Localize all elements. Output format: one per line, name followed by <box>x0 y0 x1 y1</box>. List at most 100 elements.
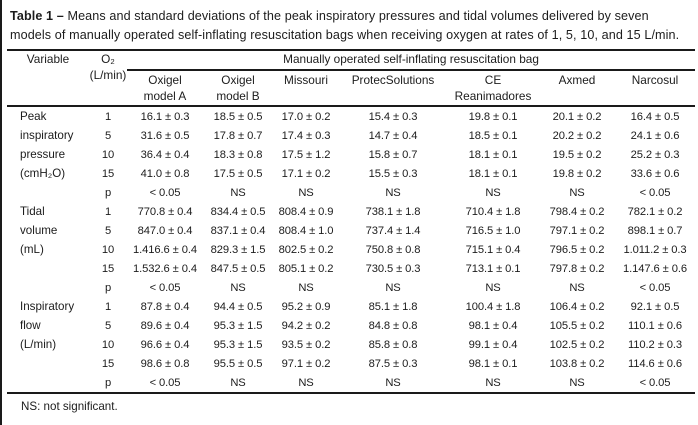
o2-unit: (L/min) <box>89 68 127 82</box>
column-header-oxigel-b: Oxigel model B <box>216 73 260 103</box>
variable-label-peak-pressure: Peak inspiratory pressure (cmH₂O) <box>20 110 74 180</box>
value-cell: 95.3 ± 1.5 <box>213 319 263 332</box>
value-cell: 110.1 ± 0.6 <box>628 319 682 332</box>
value-cell: 92.1 ± 0.5 <box>630 300 680 313</box>
value-cell: 1.011.2 ± 0.3 <box>623 243 687 256</box>
column-group-header-bags: Manually operated self-inflating resusci… <box>127 50 696 71</box>
table-row: 15 98.6 ± 0.8 95.5 ± 0.5 97.1 ± 0.2 87.5… <box>7 354 695 373</box>
value-cell: 87.8 ± 0.4 <box>140 300 190 313</box>
column-header-missouri: Missouri <box>284 73 328 87</box>
table-row: 10 36.4 ± 0.4 18.3 ± 0.8 17.5 ± 1.2 15.8… <box>7 145 695 164</box>
value-cell: 829.3 ± 1.5 <box>210 243 266 256</box>
variable-label-inspiratory-flow: Inspiratory flow (L/min) <box>20 300 75 351</box>
table-row: 5 89.6 ± 0.4 95.3 ± 1.5 94.2 ± 0.2 84.8 … <box>7 316 695 335</box>
column-header-narcosul: Narcosul <box>631 73 679 87</box>
p-value-cell: NS <box>298 281 314 294</box>
o2-rate-cell: 10 <box>101 338 115 351</box>
value-cell: 99.1 ± 0.4 <box>468 338 518 351</box>
value-cell: 96.6 ± 0.4 <box>140 338 190 351</box>
value-cell: 17.8 ± 0.7 <box>213 129 263 142</box>
p-value-cell: < 0.05 <box>149 186 181 199</box>
o2-rate-cell: 5 <box>104 224 112 237</box>
p-value-cell: < 0.05 <box>639 376 671 389</box>
table-row: 10 1.416.6 ± 0.4 829.3 ± 1.5 802.5 ± 0.2… <box>7 240 695 259</box>
p-value-cell: < 0.05 <box>639 281 671 294</box>
data-table: Variable O₂ (L/min) Manually operated se… <box>7 49 696 394</box>
table-row: 5 31.6 ± 0.5 17.8 ± 0.7 17.4 ± 0.3 14.7 … <box>7 126 695 145</box>
value-cell: 18.1 ± 0.1 <box>468 167 518 180</box>
p-value-cell: NS <box>230 186 246 199</box>
table-caption: Table 1 – Means and standard deviations … <box>7 7 694 45</box>
table-body: Peak inspiratory pressure (cmH₂O) 1 16.1… <box>7 106 695 393</box>
p-value-cell: NS <box>385 186 401 199</box>
value-cell: 738.1 ± 1.8 <box>365 205 421 218</box>
value-cell: 808.4 ± 1.0 <box>278 224 334 237</box>
value-cell: 94.2 ± 0.2 <box>281 319 331 332</box>
value-cell: 18.5 ± 0.1 <box>468 129 518 142</box>
value-cell: 41.0 ± 0.8 <box>140 167 190 180</box>
table-caption-text: Means and standard deviations of the pea… <box>10 9 680 42</box>
column-header-axmed: Axmed <box>558 73 596 87</box>
o2-rate-cell: 1 <box>104 110 112 123</box>
table-header: Variable O₂ (L/min) Manually operated se… <box>7 50 696 106</box>
value-cell: 24.1 ± 0.6 <box>630 129 680 142</box>
p-value-row: p < 0.05 NS NS NS NS NS < 0.05 <box>7 278 695 297</box>
value-cell: 84.8 ± 0.8 <box>368 319 418 332</box>
o2-rate-cell: 10 <box>101 243 115 256</box>
value-cell: 85.1 ± 1.8 <box>368 300 418 313</box>
value-cell: 837.1 ± 0.4 <box>210 224 266 237</box>
value-cell: 15.4 ± 0.3 <box>368 110 418 123</box>
value-cell: 114.6 ± 0.6 <box>628 357 682 370</box>
o2-rate-cell: 15 <box>101 167 115 180</box>
p-value-cell: NS <box>569 281 585 294</box>
value-cell: 106.4 ± 0.2 <box>549 300 605 313</box>
value-cell: 805.1 ± 0.2 <box>278 262 334 275</box>
value-cell: 110.2 ± 0.3 <box>628 338 682 351</box>
value-cell: 103.8 ± 0.2 <box>549 357 605 370</box>
p-label-cell: p <box>104 281 112 294</box>
table-row: Peak inspiratory pressure (cmH₂O) 1 16.1… <box>7 106 695 180</box>
p-value-cell: < 0.05 <box>149 281 181 294</box>
column-header-protecsolutions: ProtecSolutions <box>351 73 435 87</box>
value-cell: 100.4 ± 1.8 <box>465 300 521 313</box>
value-cell: 1.416.6 ± 0.4 <box>133 243 197 256</box>
value-cell: 847.0 ± 0.4 <box>137 224 193 237</box>
value-cell: 20.2 ± 0.2 <box>552 129 602 142</box>
value-cell: 31.6 ± 0.5 <box>140 129 190 142</box>
value-cell: 770.8 ± 0.4 <box>137 205 193 218</box>
value-cell: 1.147.6 ± 0.6 <box>623 262 687 275</box>
value-cell: 98.1 ± 0.4 <box>468 319 518 332</box>
table-row: 15 1.532.6 ± 0.4 847.5 ± 0.5 805.1 ± 0.2… <box>7 259 695 278</box>
value-cell: 750.8 ± 0.8 <box>365 243 421 256</box>
table-row: 15 41.0 ± 0.8 17.5 ± 0.5 17.1 ± 0.2 15.5… <box>7 164 695 183</box>
value-cell: 20.1 ± 0.2 <box>552 110 602 123</box>
value-cell: 18.3 ± 0.8 <box>213 148 263 161</box>
value-cell: 16.4 ± 0.5 <box>630 110 680 123</box>
value-cell: 797.8 ± 0.2 <box>549 262 605 275</box>
table-row: 10 96.6 ± 0.4 95.3 ± 1.5 93.5 ± 0.2 85.8… <box>7 335 695 354</box>
column-header-oxigel-a: Oxigel model A <box>143 73 187 103</box>
variable-label-tidal-volume: Tidal volume (mL) <box>20 205 58 256</box>
value-cell: 89.6 ± 0.4 <box>140 319 190 332</box>
value-cell: 782.1 ± 0.2 <box>627 205 683 218</box>
value-cell: 17.5 ± 0.5 <box>213 167 263 180</box>
table-footnote: NS: not significant. <box>21 400 118 413</box>
value-cell: 36.4 ± 0.4 <box>140 148 190 161</box>
p-value-cell: NS <box>485 186 501 199</box>
value-cell: 33.6 ± 0.6 <box>630 167 680 180</box>
value-cell: 715.1 ± 0.4 <box>465 243 521 256</box>
table-row: Inspiratory flow (L/min) 1 87.8 ± 0.4 94… <box>7 297 695 351</box>
value-cell: 25.2 ± 0.3 <box>630 148 680 161</box>
column-header-ce-reanimadores: CE Reanimadores <box>454 73 532 103</box>
value-cell: 710.4 ± 1.8 <box>465 205 521 218</box>
p-value-cell: NS <box>385 376 401 389</box>
value-cell: 19.5 ± 0.2 <box>552 148 602 161</box>
o2-rate-cell: 10 <box>101 148 115 161</box>
o2-symbol: O₂ <box>101 52 115 66</box>
value-cell: 19.8 ± 0.1 <box>468 110 518 123</box>
value-cell: 17.1 ± 0.2 <box>281 167 331 180</box>
p-value-cell: NS <box>485 376 501 389</box>
column-header-variable: Variable <box>26 52 70 66</box>
p-value-cell: NS <box>298 376 314 389</box>
